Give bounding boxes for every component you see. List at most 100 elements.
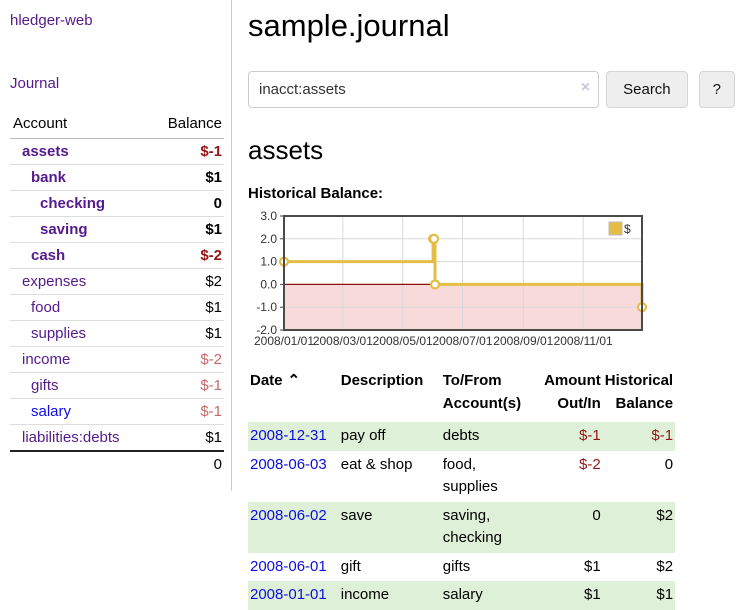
register-table-head: Date ⌃ Description To/From Account(s) Amount… [248, 368, 675, 422]
account-row: saving $1 [10, 216, 224, 243]
account-balance: $2 [148, 268, 224, 295]
transaction-accounts: salary [442, 586, 483, 603]
search-button[interactable]: Search [606, 71, 688, 108]
sort-ascending-icon: ⌃ [287, 372, 301, 389]
column-header-label: Amount Out/In [544, 372, 601, 412]
accounts-header-account: Account [10, 112, 149, 139]
account-link[interactable]: bank [31, 169, 67, 186]
chart-x-tick-label: 2008/01/01 [254, 334, 314, 348]
account-row: salary $-1 [10, 398, 224, 425]
accounts-table: Account Balance assets $-1 bank $1 checking 0… [10, 112, 224, 477]
chart-x-tick-label: 2008/03/01 [313, 334, 373, 348]
column-header-amount: Amount Out/In [541, 368, 603, 422]
account-balance: $-1 [148, 138, 224, 165]
transaction-date-link[interactable]: 2008-12-31 [250, 427, 327, 444]
column-header-description: Description [339, 368, 441, 422]
chart-legend-swatch [608, 221, 623, 236]
account-balance: $-1 [148, 398, 224, 425]
transaction-amount: $1 [584, 557, 601, 575]
transaction-balance: 0 [664, 455, 674, 473]
transaction-accounts: saving, checking [442, 506, 502, 547]
register-table-body: 2008-12-31 pay off debts $-1 $-1 2008-06-03 ea… [248, 422, 676, 610]
transaction-row: 2008-06-03 eat & shop food, supplies $-2 0 [248, 451, 675, 502]
chart-y-tick-label: 3.0 [260, 210, 277, 223]
column-header-label: To/From Account(s) [442, 372, 522, 412]
transaction-description: gift [340, 557, 361, 575]
column-header-date[interactable]: Date ⌃ [248, 368, 339, 422]
transaction-balance: $1 [656, 586, 674, 603]
chart-legend-label: $ [624, 222, 631, 236]
account-balance: 0 [148, 190, 224, 217]
chart-y-tick-label: 1.0 [260, 255, 277, 269]
accounts-table-body: assets $-1 bank $1 checking 0 saving $1 cash $-2 e… [10, 138, 224, 477]
search-input[interactable] [248, 71, 600, 108]
account-link[interactable]: liabilities:debts [22, 429, 120, 446]
search-box: × [248, 71, 600, 108]
transaction-row: 2008-06-01 gift gifts $1 $2 [248, 553, 675, 582]
clear-search-icon[interactable]: × [580, 79, 591, 96]
account-row: checking 0 [10, 190, 224, 217]
account-row: income $-2 [10, 346, 224, 373]
account-balance: $1 [148, 320, 224, 347]
chart-y-tick-label: -2.0 [256, 323, 277, 337]
transaction-amount: $-2 [579, 455, 601, 473]
account-link[interactable]: salary [31, 403, 72, 420]
register-table: Date ⌃ Description To/From Account(s) Amount… [248, 368, 676, 610]
transaction-balance: $2 [656, 557, 674, 575]
transaction-accounts: food, supplies [442, 455, 498, 496]
chart-plot-border [283, 215, 643, 331]
account-row: bank $1 [10, 164, 224, 191]
transaction-amount: $-1 [579, 427, 601, 444]
transaction-description: eat & shop [340, 455, 413, 473]
chart-title: Historical Balance: [248, 185, 384, 202]
transaction-amount: $1 [584, 586, 601, 603]
transaction-row: 2008-12-31 pay off debts $-1 $-1 [248, 422, 676, 451]
accounts-header-balance: Balance [148, 112, 224, 139]
sidebar: hledger-web Journal Account Balance asse… [0, 0, 232, 491]
transaction-date-link[interactable]: 2008-06-03 [250, 455, 327, 473]
transaction-accounts: debts [442, 427, 480, 444]
transaction-date-link[interactable]: 2008-01-01 [250, 586, 327, 603]
account-link[interactable]: food [31, 299, 61, 316]
account-link[interactable]: income [22, 351, 71, 368]
chart-y-tick-label: 0.0 [260, 277, 277, 291]
transaction-amount: 0 [592, 506, 601, 524]
column-header-label: Historical Balance [604, 372, 674, 412]
transaction-date-link[interactable]: 2008-06-01 [250, 557, 327, 575]
register-header-row: Date ⌃ Description To/From Account(s) Amount… [248, 368, 675, 422]
chart-y-tick-label: 2.0 [260, 232, 277, 246]
account-balance: $1 [148, 424, 224, 452]
account-link[interactable]: checking [40, 195, 106, 212]
chart-data-point [428, 233, 440, 244]
column-header-to: To/From Account(s) [441, 368, 541, 422]
account-link[interactable]: saving [40, 221, 88, 238]
chart-x-tick-label: 2008/07/01 [432, 334, 492, 348]
accounts-total-row: 0 [10, 450, 224, 477]
transaction-row: 2008-06-02 save saving, checking 0 $2 [248, 501, 676, 553]
account-balance: $1 [148, 294, 224, 321]
account-link[interactable]: supplies [31, 325, 87, 342]
accounts-total: 0 [10, 450, 224, 477]
account-link[interactable]: gifts [31, 377, 59, 394]
account-balance: $-2 [148, 346, 224, 373]
account-link[interactable]: assets [22, 143, 69, 160]
account-link[interactable]: cash [31, 247, 66, 264]
transaction-balance: $-1 [651, 427, 674, 444]
transaction-date-link[interactable]: 2008-06-02 [250, 506, 327, 524]
column-header-label: Description [340, 372, 424, 389]
account-row: assets $-1 [10, 138, 224, 165]
help-button[interactable]: ? [698, 71, 735, 108]
chart-x-tick-label: 2008/11/01 [554, 334, 613, 348]
account-link[interactable]: expenses [22, 273, 87, 290]
account-row: liabilities:debts $1 [10, 424, 224, 452]
search-form: × Search ? [248, 71, 735, 108]
accounts-header-row: Account Balance [10, 112, 224, 139]
chart-y-tick-label: -1.0 [256, 300, 277, 314]
page-title: sample.journal [248, 8, 450, 43]
account-heading: assets [248, 135, 324, 165]
sidebar-item-journal[interactable]: Journal [10, 75, 60, 92]
brand-link[interactable]: hledger-web [10, 12, 93, 29]
transaction-description: income [340, 586, 390, 603]
transaction-description: pay off [340, 427, 386, 444]
